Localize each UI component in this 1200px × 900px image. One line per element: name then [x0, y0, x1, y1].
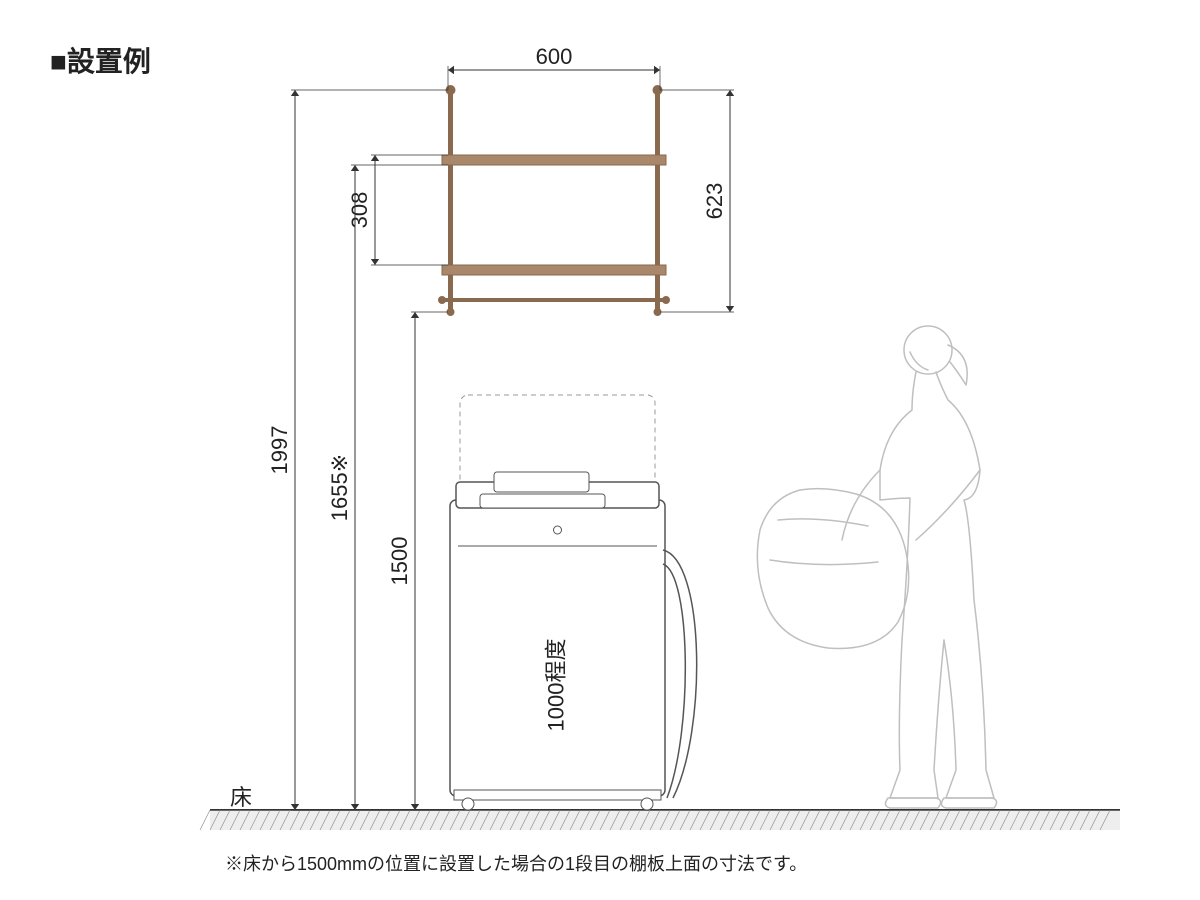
- dim-1997: 1997: [267, 90, 299, 810]
- svg-text:1500: 1500: [387, 537, 412, 586]
- dim-1655: 1655※: [327, 165, 359, 810]
- footnote-text: ※床から1500mmの位置に設置した場合の1段目の棚板上面の寸法です。: [225, 850, 807, 876]
- svg-text:600: 600: [536, 44, 573, 69]
- washing-machine: 1000程度: [450, 395, 697, 810]
- diagram-svg: 1000程度 600 623 308 1997 1655※ 1500: [0, 0, 1200, 900]
- washer-height-label: 1000程度: [544, 639, 569, 732]
- floor-label: 床: [230, 780, 252, 812]
- dim-1500: 1500: [387, 312, 419, 810]
- svg-text:623: 623: [702, 183, 727, 220]
- person-silhouette: [757, 326, 996, 808]
- dim-600: 600: [448, 44, 660, 74]
- dim-623: 623: [702, 90, 734, 312]
- diagram-title: ■設置例: [50, 40, 151, 80]
- svg-text:1997: 1997: [267, 426, 292, 475]
- shelf-unit: [438, 85, 670, 316]
- dim-308: 308: [347, 155, 379, 265]
- floor-hatch: [200, 810, 1120, 830]
- svg-text:1655※: 1655※: [327, 454, 352, 521]
- svg-text:308: 308: [347, 192, 372, 229]
